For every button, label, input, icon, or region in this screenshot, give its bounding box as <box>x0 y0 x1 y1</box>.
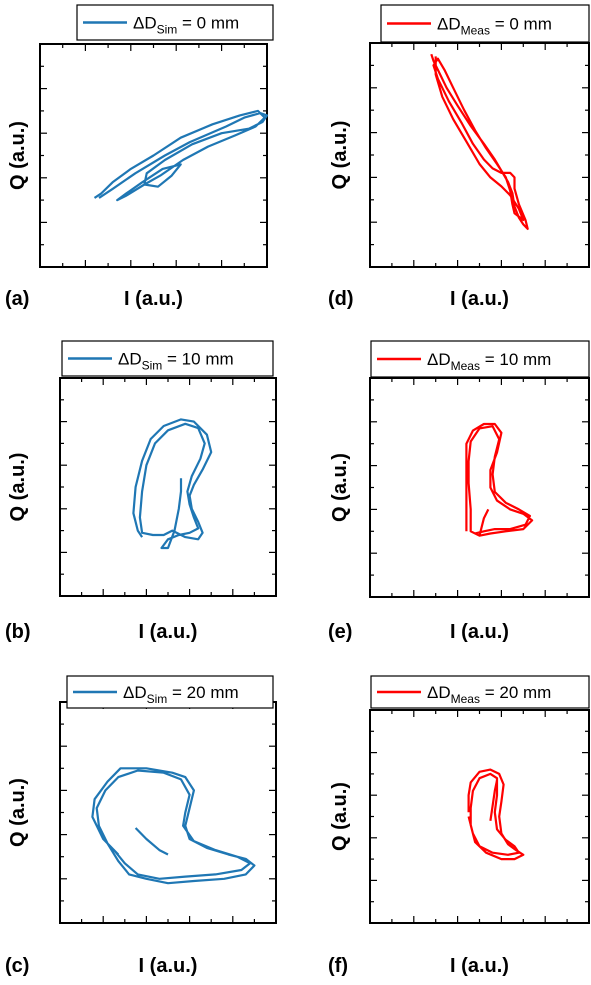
iq-trajectory-0 <box>91 767 256 885</box>
legend: ΔDSim = 0 mm <box>76 4 274 41</box>
x-axis-label: I (a.u.) <box>139 955 198 977</box>
x-axis-label: I (a.u.) <box>450 288 509 310</box>
axis-ticks <box>60 378 276 596</box>
panel-c: ΔDSim = 20 mm I (a.u.) Q (a.u.) (c) <box>5 675 277 977</box>
legend: ΔDMeas = 10 mm <box>370 340 590 378</box>
panel-label: (f) <box>328 955 348 977</box>
legend-label: ΔDSim = 10 mm <box>118 350 234 373</box>
x-axis-label: I (a.u.) <box>450 955 509 977</box>
x-axis-label: I (a.u.) <box>450 621 509 643</box>
y-axis-label: Q (a.u.) <box>329 453 351 522</box>
y-axis-label: Q (a.u.) <box>7 121 29 190</box>
axis-ticks <box>370 378 589 597</box>
legend: ΔDSim = 20 mm <box>66 675 274 709</box>
panel-d: ΔDMeas = 0 mm I (a.u.) Q (a.u.) (d) <box>328 4 590 310</box>
iq-trajectory-1 <box>489 780 499 821</box>
legend: ΔDSim = 10 mm <box>61 340 274 377</box>
x-axis-label: I (a.u.) <box>124 288 183 310</box>
iq-trajectory-0 <box>93 109 269 202</box>
panel-e: ΔDMeas = 10 mm I (a.u.) Q (a.u.) (e) <box>328 340 590 643</box>
panel-label: (d) <box>328 288 354 310</box>
y-axis-label: Q (a.u.) <box>329 121 351 190</box>
y-axis-label: Q (a.u.) <box>7 453 29 522</box>
legend-label: ΔDSim = 20 mm <box>123 683 239 706</box>
legend-label: ΔDSim = 0 mm <box>133 14 239 37</box>
iq-trajectory-0 <box>132 418 213 550</box>
legend-label: ΔDMeas = 10 mm <box>427 350 551 373</box>
panel-b: ΔDSim = 10 mm I (a.u.) Q (a.u.) (b) <box>5 340 277 643</box>
plot-frame <box>369 709 590 924</box>
y-axis-label: Q (a.u.) <box>329 782 351 851</box>
iq-trajectory-0 <box>465 422 534 537</box>
panel-a: ΔDSim = 0 mm I (a.u.) Q (a.u.) (a) <box>5 4 274 310</box>
x-axis-label: I (a.u.) <box>139 621 198 643</box>
axis-ticks <box>370 43 589 267</box>
axis-ticks <box>40 44 267 267</box>
panel-label: (e) <box>328 621 352 643</box>
panel-label: (b) <box>5 621 31 643</box>
legend-label: ΔDMeas = 0 mm <box>437 15 552 38</box>
panel-f: ΔDMeas = 20 mm I (a.u.) Q (a.u.) (f) <box>328 675 590 977</box>
legend-label: ΔDMeas = 20 mm <box>427 683 551 706</box>
iq-trajectory-1 <box>478 508 490 536</box>
panel-label: (a) <box>5 288 29 310</box>
plot-frame <box>369 377 590 598</box>
panel-label: (c) <box>5 955 29 977</box>
iq-trajectory-0 <box>467 768 525 861</box>
legend: ΔDMeas = 0 mm <box>380 4 590 43</box>
axis-ticks <box>370 710 589 923</box>
iq-trajectory-0 <box>430 53 529 230</box>
legend: ΔDMeas = 20 mm <box>370 675 590 709</box>
y-axis-label: Q (a.u.) <box>7 778 29 847</box>
plot-frame <box>59 377 277 597</box>
iq-trajectory-1 <box>134 827 169 856</box>
